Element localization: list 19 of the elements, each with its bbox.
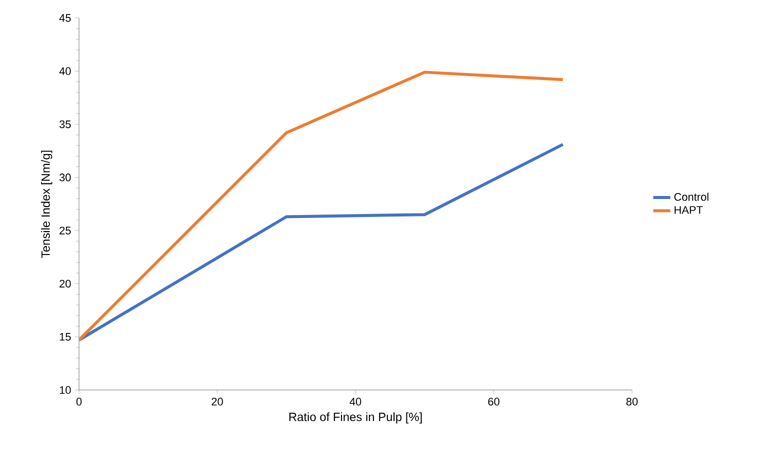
y-tick-label: 35 bbox=[59, 120, 71, 128]
y-tick-label: 30 bbox=[59, 174, 71, 182]
x-tick-label: 60 bbox=[488, 398, 500, 406]
x-axis-title: Ratio of Fines in Pulp [%] bbox=[289, 412, 422, 424]
y-tick-label: 20 bbox=[60, 280, 71, 288]
line-series bbox=[79, 142, 564, 342]
legend-label: HAPT bbox=[674, 206, 703, 214]
x-tick-label: 0 bbox=[76, 398, 82, 406]
y-tick-label: 10 bbox=[60, 386, 71, 394]
y-axis-title: Tensile Index [Nm/g] bbox=[41, 150, 52, 258]
x-tick-label: 40 bbox=[350, 398, 362, 406]
y-tick-label: 15 bbox=[60, 333, 71, 341]
y-tick-label: 40 bbox=[59, 67, 71, 76]
y-tick-label: 45 bbox=[59, 14, 71, 22]
legend-label: Control bbox=[674, 192, 708, 201]
line-series bbox=[79, 70, 564, 342]
x-tick-label: 80 bbox=[626, 398, 638, 406]
x-tick-label: 20 bbox=[212, 398, 223, 406]
y-tick-label: 25 bbox=[60, 226, 71, 234]
